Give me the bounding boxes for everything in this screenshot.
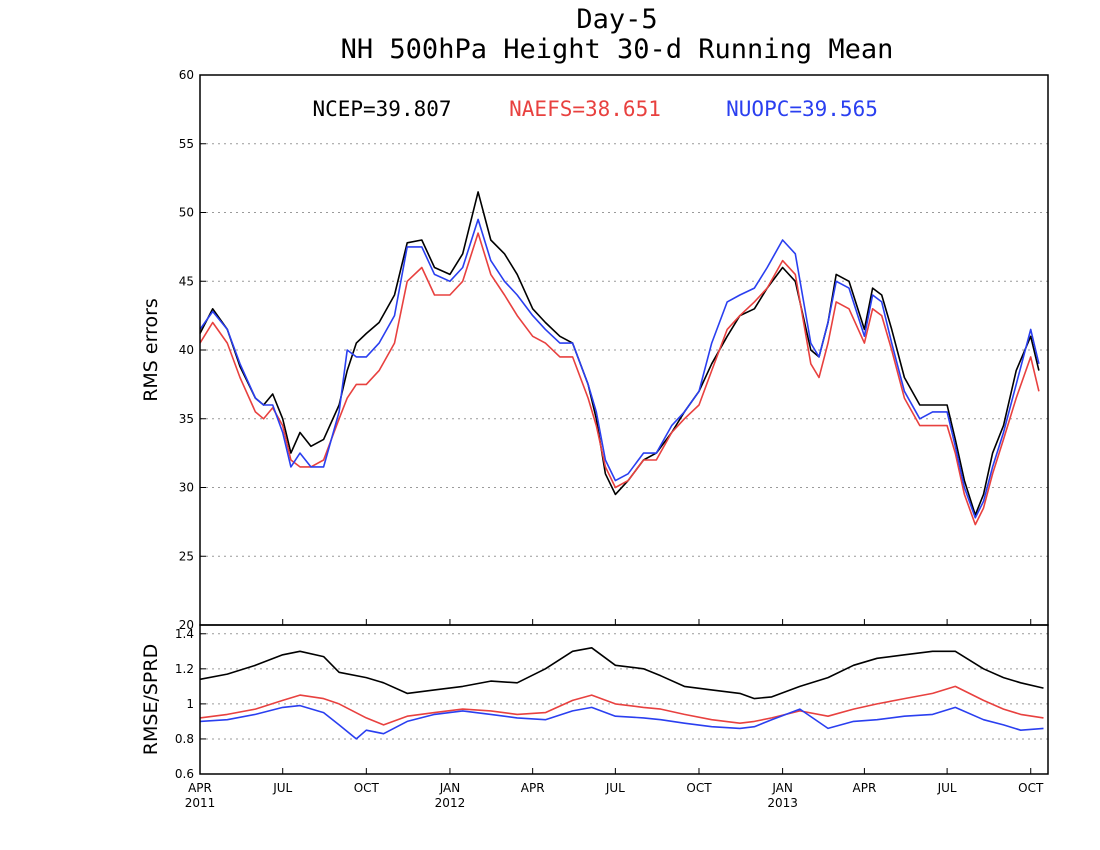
y-tick-label: 0.8 [175,732,194,746]
series-line-nuopc [199,218,1040,519]
series-line-naefs [199,232,1040,526]
y-tick-label: 60 [179,68,194,82]
series-line-ncep [199,646,1044,700]
x-tick-label: APR [853,781,877,795]
rms-errors-panel: 20 25 30 35 40 45 50 55 60 RMS errors [140,68,1049,632]
legend: NCEP=39.807 NAEFS=38.651 NUOPC=39.565 [312,97,877,121]
legend-entry: NAEFS=38.651 [509,97,661,121]
chart-title: Day-5 [576,4,657,35]
series-line-ncep [199,191,1040,516]
x-year-label: 2013 [767,796,798,810]
y-tick-label: 35 [179,412,194,426]
y-axis-label: RMSE/SPRD [140,644,162,755]
x-tick-label: JAN [439,781,461,795]
y-tick-label: 25 [179,549,194,563]
y-tick-label: 30 [179,481,194,495]
y-axis-label: RMS errors [140,298,162,402]
x-tick-label: APR [188,781,212,795]
chart-subtitle: NH 500hPa Height 30-d Running Mean [341,34,894,65]
y-tick-label: 40 [179,343,194,357]
y-tick-label: 1 [186,697,194,711]
y-tick-label: 45 [179,274,194,288]
y-tick-label: 1.4 [175,627,194,641]
y-tick-label: 20 [179,618,194,632]
x-tick-label: JUL [937,781,957,795]
x-tick-label: JUL [272,781,292,795]
legend-entry: NUOPC=39.565 [726,97,878,121]
panel-frame [199,624,1049,775]
x-tick-label: OCT [686,781,712,795]
x-tick-label: APR [521,781,545,795]
y-tick-label: 55 [179,137,194,151]
x-tick-label: JUL [605,781,625,795]
series-line-nuopc [199,704,1044,740]
x-tick-label: OCT [1018,781,1044,795]
y-tick-label: 0.6 [175,767,194,781]
x-year-label: 2011 [185,796,216,810]
x-tick-label: JAN [771,781,793,795]
x-tick-label: OCT [354,781,380,795]
y-tick-label: 50 [179,206,194,220]
legend-entry: NCEP=39.807 [312,97,451,121]
y-tick-label: 1.2 [175,662,194,676]
rmse-sprd-panel: 0.6 0.8 1 1.2 1.4 RMSE/SPRD [140,624,1049,781]
x-year-label: 2012 [435,796,466,810]
series-line-naefs [199,685,1044,726]
